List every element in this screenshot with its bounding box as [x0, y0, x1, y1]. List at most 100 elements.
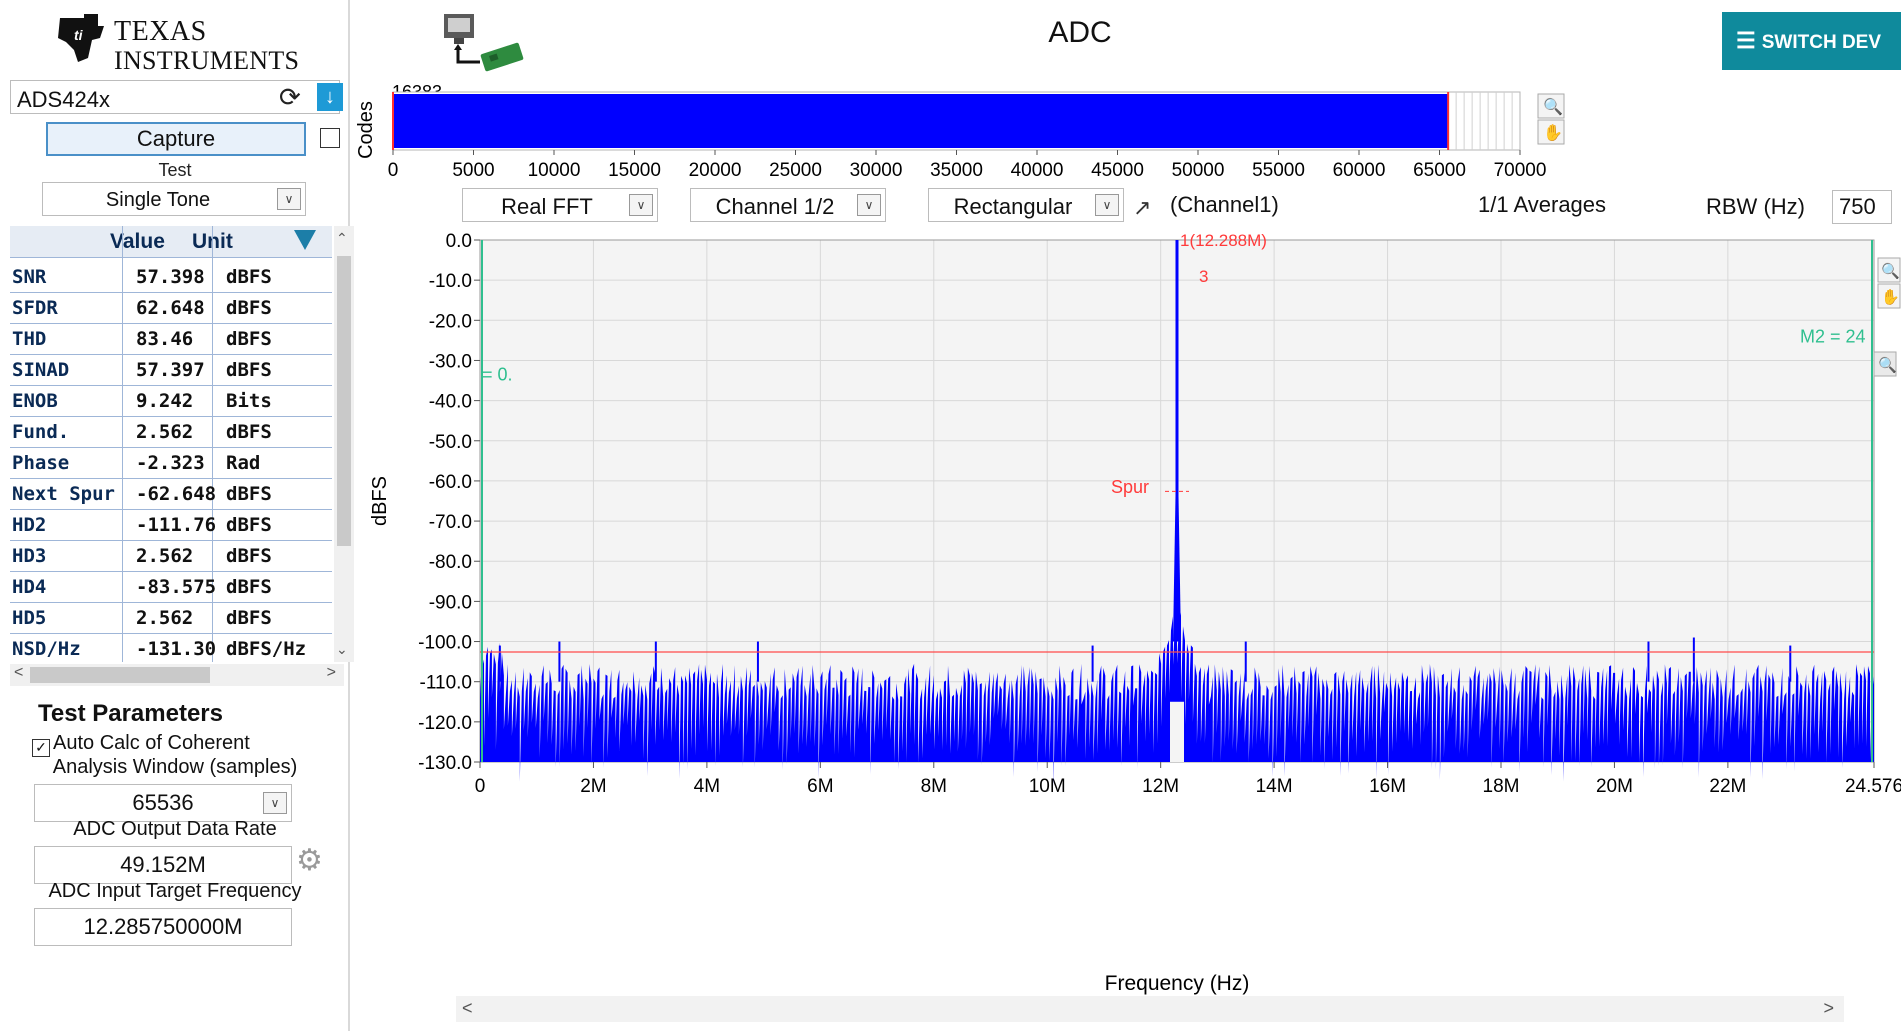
metric-value: 57.398: [136, 266, 205, 288]
metric-name: ENOB: [12, 390, 58, 412]
metric-name: Phase: [12, 452, 70, 474]
metric-row[interactable]: NSD/Hz -131.30 dBFS/Hz: [10, 634, 332, 665]
y-tick-label: -30.0: [429, 351, 472, 372]
checkbox-checked-icon[interactable]: ✓: [32, 739, 50, 757]
pan-tool-button[interactable]: [1877, 283, 1901, 309]
metric-row[interactable]: Next Spur -62.648 dBFS: [10, 479, 332, 510]
metric-unit: dBFS: [226, 266, 272, 288]
metric-row[interactable]: HD5 2.562 dBFS: [10, 603, 332, 634]
chevron-down-icon[interactable]: ∨: [629, 194, 653, 216]
chevron-down-icon[interactable]: ∨: [277, 188, 301, 210]
metric-row[interactable]: ENOB 9.242 Bits: [10, 386, 332, 417]
metrics-horizontal-scrollbar[interactable]: < >: [10, 664, 344, 686]
fft-type-select[interactable]: Real FFT ∨: [462, 188, 658, 222]
metric-row[interactable]: Fund. 2.562 dBFS: [10, 417, 332, 448]
zoom-tool-button[interactable]: [1537, 93, 1565, 119]
zoom-icon[interactable]: 🔍: [1543, 96, 1563, 116]
metric-row[interactable]: HD4 -83.575 dBFS: [10, 572, 332, 603]
metric-unit: Bits: [226, 390, 272, 412]
metric-row[interactable]: THD 83.46 dBFS: [10, 324, 332, 355]
y-tick-label: -80.0: [429, 552, 472, 573]
pan-hand-icon[interactable]: ✋: [1881, 288, 1900, 306]
metric-unit: Rad: [226, 452, 261, 474]
output-rate-field[interactable]: 49.152M: [34, 846, 292, 884]
metric-unit: dBFS: [226, 421, 272, 443]
device-select[interactable]: ADS424x ⟳ ↓: [10, 80, 343, 114]
rbw-field[interactable]: 750: [1832, 190, 1892, 224]
codes-x-tick-label: 45000: [1091, 160, 1144, 180]
download-icon[interactable]: ↓: [317, 83, 343, 111]
metric-name: HD4: [12, 576, 47, 598]
y-tick-labels: 0.0 -10.0 -20.0 -30.0 -40.0 -50.0 -60.0 -70.0 -8…: [418, 231, 480, 774]
metrics-vertical-scrollbar[interactable]: ⌃ ⌄: [334, 226, 354, 662]
zoom-tools: 🔍 ✋: [1537, 93, 1565, 145]
magnify-icon[interactable]: 🔍: [1878, 355, 1897, 374]
codes-chart: Codes 16383 0 05000100001500020000250003…: [355, 82, 1565, 180]
zoom-icon[interactable]: 🔍: [1881, 261, 1900, 280]
scroll-right-icon[interactable]: >: [326, 664, 336, 681]
gear-icon[interactable]: ⚙: [296, 844, 323, 877]
chevron-down-icon[interactable]: ∨: [857, 194, 881, 216]
channel-select-value: Channel 1/2: [715, 194, 835, 219]
auto-calc-checkbox[interactable]: ✓ Auto Calc of Coherent: [32, 732, 250, 757]
scroll-left-icon[interactable]: <: [462, 998, 473, 1018]
metric-name: Fund.: [12, 421, 70, 443]
x-tick-label: 12M: [1142, 776, 1179, 797]
pan-hand-icon[interactable]: ✋: [1543, 123, 1563, 142]
metric-row[interactable]: HD3 2.562 dBFS: [10, 541, 332, 572]
chart-tools: 🔍 ✋ 🔍: [1873, 257, 1901, 377]
scrollbar-thumb[interactable]: [337, 256, 351, 546]
metrics-header: Value Unit: [10, 226, 332, 258]
codes-data-bar: [393, 94, 1449, 148]
x-tick-label: 20M: [1596, 776, 1633, 797]
window-function-value: Rectangular: [953, 194, 1073, 219]
metric-name: SNR: [12, 266, 47, 288]
y-tick-label: -100.0: [418, 633, 472, 654]
chevron-down-icon[interactable]: ∨: [263, 792, 287, 814]
marker-1-label: 1(12.288M): [1180, 231, 1267, 250]
scroll-up-icon[interactable]: ⌃: [336, 230, 348, 246]
y-tick-label: -90.0: [429, 592, 472, 613]
averages-label: 1/1 Averages: [1478, 192, 1607, 217]
spur-marker-label: Spur: [1111, 477, 1149, 497]
scrollbar-thumb[interactable]: [30, 667, 210, 683]
capture-checkbox[interactable]: [320, 128, 340, 148]
sort-icon[interactable]: [294, 230, 316, 250]
metric-row[interactable]: SINAD 57.397 dBFS: [10, 355, 332, 386]
chevron-down-icon[interactable]: ∨: [1095, 194, 1119, 216]
analysis-window-select[interactable]: 65536 ∨: [34, 784, 292, 822]
metrics-table: Value Unit SNR 57.398 dBFS SFDR 62.648 dBFS TH…: [10, 226, 354, 686]
value-column-header[interactable]: Value: [110, 230, 165, 253]
metrics-rows: SNR 57.398 dBFS SFDR 62.648 dBFS THD 83.46 dBFS S…: [10, 262, 332, 665]
cursor-tool-button[interactable]: [1537, 119, 1565, 145]
metric-row[interactable]: HD2 -111.76 dBFS: [10, 510, 332, 541]
switch-device-button[interactable]: ☰ SWITCH DEV: [1722, 12, 1901, 70]
scroll-left-icon[interactable]: <: [14, 664, 24, 681]
scroll-right-icon[interactable]: >: [1823, 998, 1834, 1018]
window-function-select[interactable]: Rectangular ∨: [928, 188, 1124, 222]
metric-row[interactable]: SFDR 62.648 dBFS: [10, 293, 332, 324]
list-icon: ☰: [1736, 28, 1756, 53]
spectrum-horizontal-scrollbar[interactable]: < >: [456, 996, 1844, 1022]
metric-row[interactable]: SNR 57.398 dBFS: [10, 262, 332, 293]
metric-row[interactable]: Phase -2.323 Rad: [10, 448, 332, 479]
input-target-frequency-field[interactable]: 12.285750000M: [34, 908, 292, 946]
x-tick-label: 16M: [1369, 776, 1406, 797]
marker-3-label: 3: [1199, 267, 1208, 286]
hardware-connection-icon[interactable]: [440, 12, 530, 72]
channel-select[interactable]: Channel 1/2 ∨: [690, 188, 886, 222]
test-select[interactable]: Single Tone ∨: [42, 182, 306, 216]
magnify-tool-button[interactable]: [1873, 351, 1897, 377]
y-tick-label: -10.0: [429, 271, 472, 292]
x-tick-labels: 0 2M 4M 6M 8M 10M 12M 14M 16M 18M 20M 22M 24.576: [475, 762, 1901, 797]
capture-button[interactable]: Capture: [46, 122, 306, 156]
metric-unit: dBFS: [226, 328, 272, 350]
metric-unit: dBFS/Hz: [226, 638, 307, 660]
zoom-tool-button[interactable]: [1877, 257, 1901, 283]
analysis-window-value: 65536: [132, 790, 194, 815]
popout-icon[interactable]: ↗: [1133, 195, 1152, 220]
refresh-icon[interactable]: ⟳: [279, 82, 301, 112]
codes-x-tick-label: 70000: [1494, 160, 1547, 180]
fundamental-notch: [1170, 701, 1184, 762]
scroll-down-icon[interactable]: ⌄: [336, 641, 348, 657]
